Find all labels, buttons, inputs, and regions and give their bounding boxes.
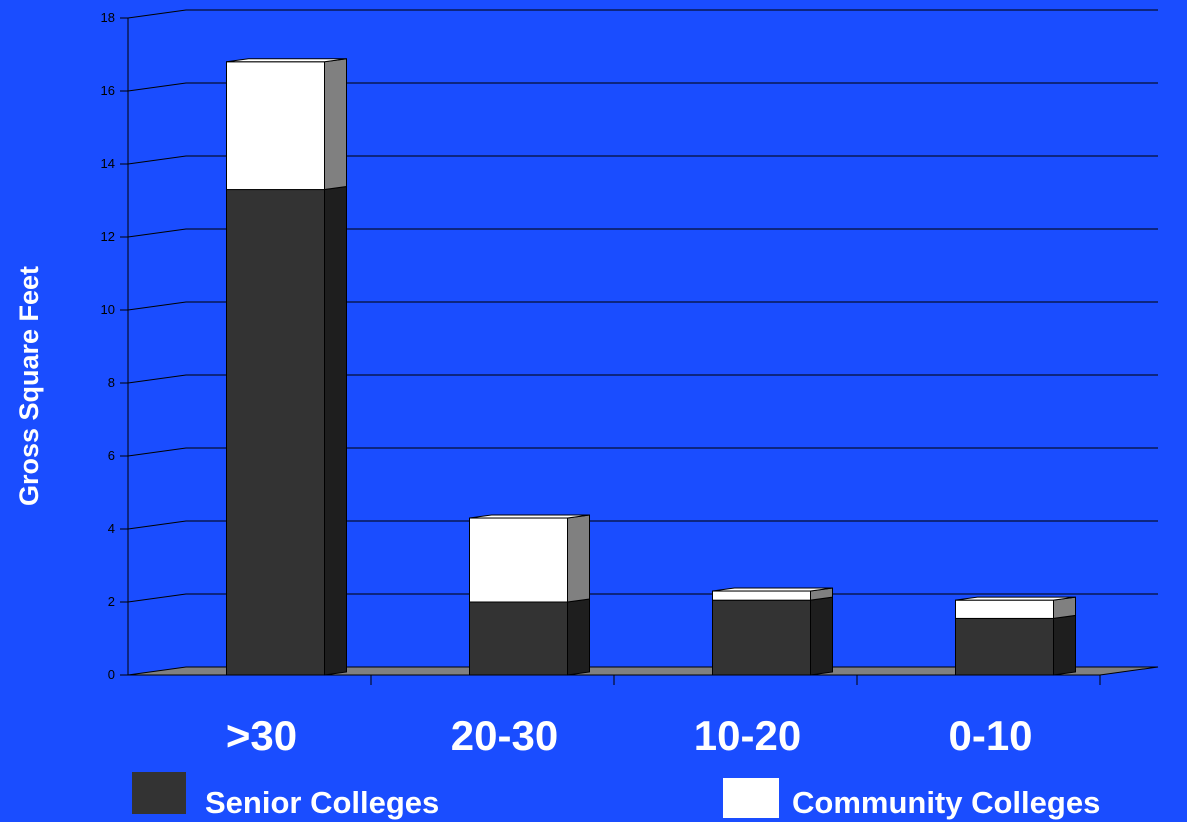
legend: Senior Colleges Community Colleges	[132, 772, 1100, 820]
gridline	[127, 374, 1158, 384]
x-tick-labels: >30 20-30 10-20 0-10	[226, 712, 1033, 759]
gridlines	[120, 9, 1158, 676]
y-tick-label: 0	[108, 667, 115, 682]
y-tick-label: 10	[101, 302, 115, 317]
y-axis-label: Gross Square Feet	[14, 266, 44, 506]
y-tick-label: 16	[101, 83, 115, 98]
bar-senior-colleges-3	[955, 614, 1076, 676]
y-tick-label: 12	[101, 229, 115, 244]
y-tick-label: 18	[101, 10, 115, 25]
bar-community-colleges-1	[469, 514, 590, 603]
legend-label-community-colleges: Community Colleges	[792, 785, 1100, 820]
gridline	[127, 155, 1158, 165]
x-tick-label: 20-30	[451, 712, 558, 759]
bar-community-colleges-3	[955, 596, 1076, 619]
x-tick-label: 0-10	[948, 712, 1032, 759]
y-tick-label: 14	[101, 156, 115, 171]
gridline	[127, 228, 1158, 238]
bar-community-colleges-0	[226, 58, 347, 191]
gridline	[127, 301, 1158, 311]
gridline	[127, 82, 1158, 92]
y-tick-label: 8	[108, 375, 115, 390]
bars	[226, 58, 1076, 676]
gridline	[127, 9, 1158, 19]
y-tick-labels: 0 2 4 6 8 10 12 14 16 18	[101, 10, 115, 682]
gridline	[127, 593, 1158, 603]
bar-community-colleges-2	[712, 587, 833, 601]
y-tick-label: 4	[108, 521, 115, 536]
legend-label-senior-colleges: Senior Colleges	[205, 785, 439, 820]
bar-senior-colleges-1	[469, 598, 590, 676]
legend-swatch-community-colleges	[723, 778, 779, 818]
gridline	[127, 520, 1158, 530]
gridline	[127, 447, 1158, 457]
x-tick-label: 10-20	[694, 712, 801, 759]
y-tick-label: 6	[108, 448, 115, 463]
legend-swatch-senior-colleges	[132, 772, 186, 814]
bar-senior-colleges-0	[226, 185, 347, 676]
y-tick-label: 2	[108, 594, 115, 609]
x-tick-label: >30	[226, 712, 297, 759]
bar-senior-colleges-2	[712, 596, 833, 676]
